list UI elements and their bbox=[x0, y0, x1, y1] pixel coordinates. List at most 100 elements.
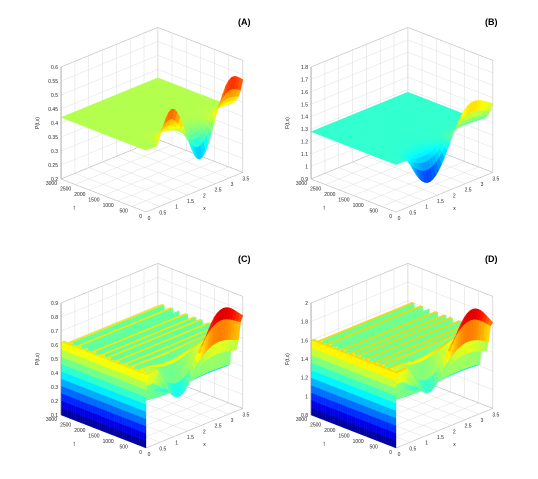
panel-label: (A) bbox=[238, 17, 251, 27]
x-axis-label: x bbox=[203, 206, 206, 212]
z-tick-label: 0.8 bbox=[51, 315, 58, 321]
x-tick-label: 0 bbox=[398, 452, 401, 458]
t-tick-label: 1500 bbox=[88, 434, 99, 440]
t-tick-label: 1500 bbox=[338, 198, 349, 204]
z-axis-label: P(t,x) bbox=[35, 353, 41, 365]
x-tick-label: 1.5 bbox=[187, 435, 194, 441]
x-axis-label: x bbox=[453, 442, 456, 448]
x-tick-label: 1 bbox=[175, 441, 178, 447]
z-tick-label: 1 bbox=[305, 165, 308, 171]
x-tick-label: 3 bbox=[231, 182, 234, 188]
z-tick-label: 0.8 bbox=[301, 413, 308, 419]
z-tick-label: 0.7 bbox=[51, 329, 58, 335]
t-tick-label: 0 bbox=[389, 214, 392, 220]
z-tick-label: 0.1 bbox=[51, 413, 58, 419]
z-tick-label: 0.6 bbox=[51, 65, 58, 71]
t-tick-label: 0 bbox=[389, 450, 392, 456]
t-tick-label: 500 bbox=[119, 209, 128, 215]
surface bbox=[310, 91, 494, 184]
panel-3: 0 0.5 1 1.5 2 2.5 3 3.5 0 500 1000 1500200025003000… bbox=[35, 254, 251, 458]
t-tick-label: 0 bbox=[139, 450, 142, 456]
t-tick-label: 2500 bbox=[310, 423, 321, 429]
z-tick-label: 0.5 bbox=[51, 93, 58, 99]
panel-1: 0 0.5 1 1.5 2 2.5 3 3.5 0 500 1000 1500200025003000… bbox=[35, 17, 251, 222]
x-tick-label: 1.5 bbox=[437, 435, 444, 441]
z-tick-label: 1.4 bbox=[301, 357, 308, 363]
z-axis-label: F(t,x) bbox=[285, 353, 291, 365]
z-tick-label: 0.4 bbox=[51, 371, 58, 377]
panel-label: (C) bbox=[238, 254, 251, 264]
z-tick-label: 0.45 bbox=[48, 107, 58, 113]
z-tick-label: 1.8 bbox=[301, 320, 308, 326]
z-tick-label: 0.5 bbox=[51, 357, 58, 363]
z-tick-label: 1.2 bbox=[301, 376, 308, 382]
z-tick-label: 1.6 bbox=[301, 338, 308, 344]
panel-4: 0 0.5 1 1.5 2 2.5 3 3.5 0 500 1000 1500200025003000… bbox=[285, 254, 499, 458]
x-tick-label: 1.5 bbox=[437, 199, 444, 205]
t-tick-label: 1000 bbox=[353, 203, 364, 209]
t-tick-label: 1000 bbox=[103, 203, 114, 209]
surface bbox=[60, 75, 243, 160]
x-tick-label: 0 bbox=[148, 452, 151, 458]
x-tick-label: 2 bbox=[453, 193, 456, 199]
z-axis-label: P(t,x) bbox=[35, 117, 41, 129]
z-tick-label: 1.7 bbox=[301, 77, 308, 83]
z-tick-label: 0.25 bbox=[48, 163, 58, 169]
z-tick-label: 1.8 bbox=[301, 65, 308, 71]
x-tick-label: 0.5 bbox=[159, 446, 166, 452]
z-tick-label: 1.4 bbox=[301, 115, 308, 121]
x-tick-label: 0.5 bbox=[159, 210, 166, 216]
x-tick-label: 3.5 bbox=[242, 176, 249, 182]
x-tick-label: 0.5 bbox=[409, 446, 416, 452]
x-tick-label: 3 bbox=[481, 418, 484, 424]
x-tick-label: 1.5 bbox=[187, 199, 194, 205]
t-tick-label: 2500 bbox=[60, 187, 71, 193]
surface bbox=[310, 302, 494, 449]
panel-label: (B) bbox=[485, 17, 498, 27]
x-tick-label: 2.5 bbox=[215, 188, 222, 194]
z-tick-label: 1.6 bbox=[301, 90, 308, 96]
t-tick-label: 2500 bbox=[60, 423, 71, 429]
t-tick-label: 3000 bbox=[296, 417, 307, 423]
z-tick-label: 0.55 bbox=[48, 79, 58, 85]
z-axis-label: F(t,x) bbox=[285, 117, 291, 129]
z-tick-label: 0.3 bbox=[51, 385, 58, 391]
z-tick-label: 0.2 bbox=[51, 399, 58, 405]
z-tick-label: 0.3 bbox=[51, 149, 58, 155]
t-axis-label: t bbox=[324, 442, 326, 448]
z-tick-label: 0.9 bbox=[301, 177, 308, 183]
t-tick-label: 2000 bbox=[324, 192, 335, 198]
x-tick-label: 3 bbox=[231, 418, 234, 424]
t-tick-label: 2000 bbox=[74, 192, 85, 198]
x-tick-label: 3 bbox=[481, 182, 484, 188]
x-tick-label: 2.5 bbox=[215, 424, 222, 430]
surface bbox=[60, 303, 244, 449]
t-axis-label: t bbox=[324, 206, 326, 212]
z-tick-label: 1.1 bbox=[301, 152, 308, 158]
x-tick-label: 0 bbox=[398, 216, 401, 222]
x-tick-label: 1 bbox=[425, 205, 428, 211]
x-tick-label: 2.5 bbox=[465, 424, 472, 430]
t-tick-label: 3000 bbox=[46, 181, 57, 187]
x-axis-label: x bbox=[203, 442, 206, 448]
t-tick-label: 1500 bbox=[338, 434, 349, 440]
panel-label: (D) bbox=[485, 254, 498, 264]
t-tick-label: 2500 bbox=[310, 187, 321, 193]
z-tick-label: 1.2 bbox=[301, 140, 308, 146]
t-tick-label: 3000 bbox=[46, 417, 57, 423]
t-tick-label: 1000 bbox=[103, 439, 114, 445]
t-tick-label: 1000 bbox=[353, 439, 364, 445]
x-tick-label: 2 bbox=[453, 429, 456, 435]
z-tick-label: 0.9 bbox=[51, 301, 58, 307]
x-axis-label: x bbox=[453, 206, 456, 212]
z-tick-label: 0.6 bbox=[51, 343, 58, 349]
z-tick-label: 2 bbox=[305, 301, 308, 307]
t-tick-label: 500 bbox=[119, 445, 128, 451]
x-tick-label: 2 bbox=[203, 193, 206, 199]
x-tick-label: 2 bbox=[203, 429, 206, 435]
z-tick-label: 1 bbox=[305, 394, 308, 400]
x-tick-label: 3.5 bbox=[492, 412, 499, 418]
t-tick-label: 0 bbox=[139, 214, 142, 220]
z-tick-label: 0.2 bbox=[51, 177, 58, 183]
x-tick-label: 3.5 bbox=[492, 176, 499, 182]
